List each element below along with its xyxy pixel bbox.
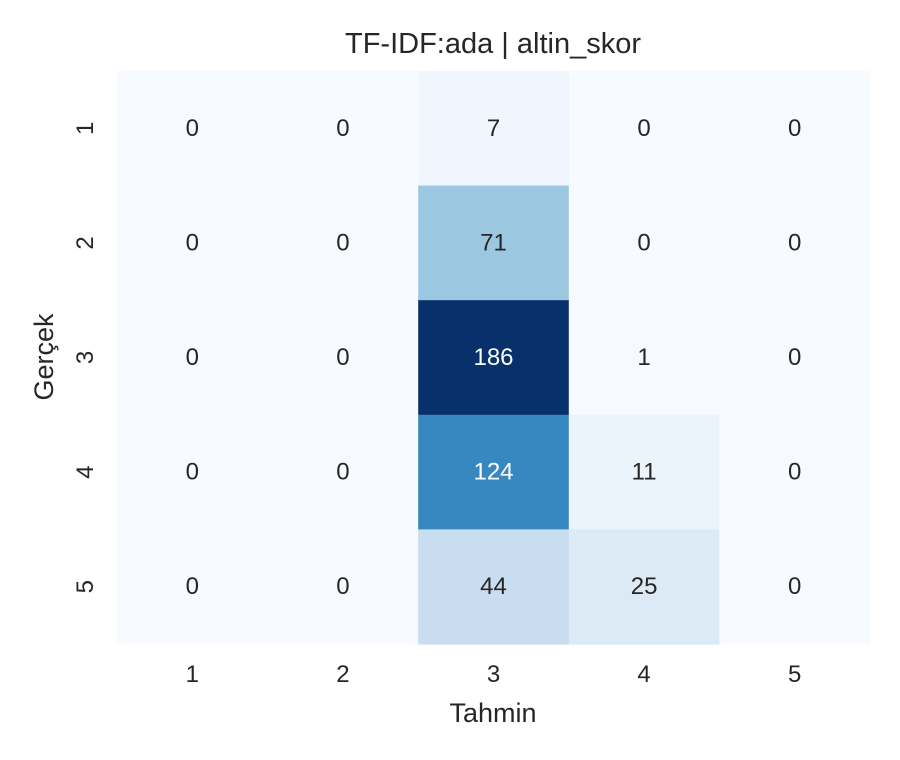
x-axis-label: Tahmin — [449, 698, 536, 728]
heatmap-cell-value: 0 — [637, 229, 650, 256]
heatmap-cell-value: 25 — [631, 573, 658, 600]
heatmap-cells — [117, 71, 871, 645]
chart-title: TF-IDF:ada | altin_skor — [345, 28, 641, 60]
heatmap-cell — [418, 185, 570, 301]
heatmap-cell — [117, 185, 269, 301]
x-tick-label: 3 — [487, 661, 500, 688]
heatmap-cell-value: 0 — [186, 459, 199, 486]
heatmap-cell — [117, 300, 269, 416]
heatmap-cell-value: 71 — [480, 229, 507, 256]
y-axis-tick-labels: 1 2 3 4 5 — [72, 122, 99, 594]
heatmap-cell — [117, 414, 269, 530]
heatmap-cell — [568, 529, 720, 645]
heatmap-cell-value: 124 — [473, 459, 513, 486]
heatmap-cell — [568, 300, 720, 416]
heatmap-cell-value: 0 — [336, 459, 349, 486]
y-tick-label: 2 — [72, 236, 99, 249]
heatmap-cell-value: 0 — [336, 229, 349, 256]
heatmap-cell — [267, 71, 419, 187]
heatmap-cell-labels: 0 0 7 0 0 0 0 71 0 0 0 0 186 1 0 0 0 124 11 0 0 0 44 25 0 — [186, 115, 802, 600]
heatmap-cell — [719, 185, 871, 301]
heatmap-cell-value: 0 — [186, 573, 199, 600]
heatmap-cell — [418, 300, 570, 416]
x-tick-label: 5 — [788, 661, 801, 688]
x-tick-label: 2 — [336, 661, 349, 688]
y-tick-label: 5 — [72, 580, 99, 593]
heatmap-cell-value: 0 — [788, 459, 801, 486]
heatmap-cell — [719, 529, 871, 645]
y-tick-label: 4 — [72, 465, 99, 478]
heatmap-cell-value: 0 — [788, 229, 801, 256]
heatmap-cell-value: 44 — [480, 573, 507, 600]
heatmap-cell-value: 0 — [186, 229, 199, 256]
heatmap-cell — [568, 414, 720, 530]
heatmap-cell — [267, 300, 419, 416]
heatmap-cell — [418, 414, 570, 530]
heatmap-cell — [719, 300, 871, 416]
heatmap-cell-value: 0 — [637, 115, 650, 142]
heatmap-cell-value: 0 — [186, 115, 199, 142]
x-tick-label: 1 — [186, 661, 199, 688]
heatmap-cell — [568, 71, 720, 187]
y-tick-label: 1 — [72, 122, 99, 135]
heatmap-cell — [117, 71, 269, 187]
heatmap-cell — [117, 529, 269, 645]
heatmap-cell — [418, 529, 570, 645]
heatmap-cell — [418, 71, 570, 187]
heatmap-cell — [719, 71, 871, 187]
heatmap-cell-value: 0 — [788, 573, 801, 600]
heatmap-cell-value: 1 — [637, 344, 650, 371]
heatmap-cell-value: 186 — [473, 344, 513, 371]
heatmap-cell — [267, 414, 419, 530]
y-tick-label: 3 — [72, 351, 99, 364]
heatmap-cell-value: 11 — [632, 459, 657, 486]
x-tick-label: 4 — [637, 661, 650, 688]
heatmap-cell-value: 0 — [788, 344, 801, 371]
heatmap-cell — [267, 529, 419, 645]
y-axis-label: Gerçek — [29, 313, 59, 401]
heatmap-cell — [267, 185, 419, 301]
heatmap-cell-value: 0 — [336, 115, 349, 142]
heatmap-cell-value: 0 — [336, 573, 349, 600]
heatmap-cell-value: 0 — [336, 344, 349, 371]
x-axis-tick-labels: 1 2 3 4 5 — [186, 661, 802, 688]
heatmap-cell-value: 7 — [487, 115, 500, 142]
heatmap-cell — [719, 414, 871, 530]
heatmap-cell-value: 0 — [186, 344, 199, 371]
heatmap-cell-value: 0 — [788, 115, 801, 142]
heatmap-cell — [568, 185, 720, 301]
